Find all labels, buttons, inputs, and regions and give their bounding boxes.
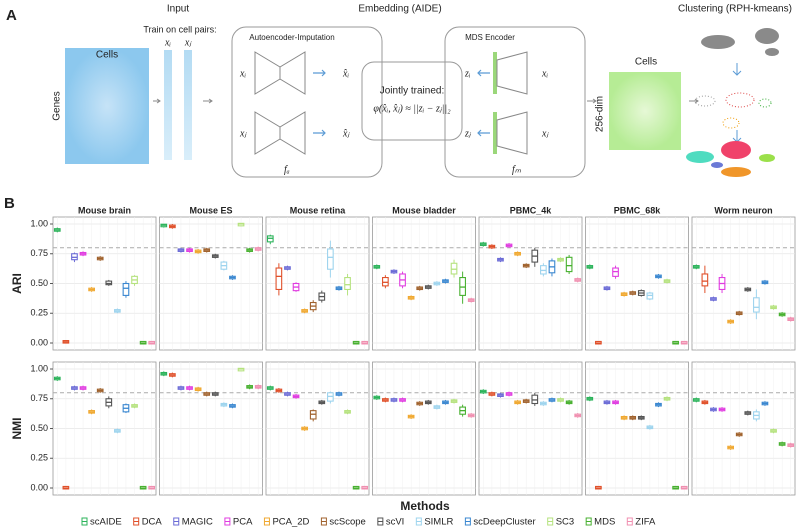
row-label: ARI <box>10 273 24 294</box>
autoencoder <box>254 111 306 155</box>
facet-title: Mouse brain <box>78 205 131 215</box>
legend-label: scAIDE <box>90 517 122 528</box>
input-title: Input <box>167 4 189 15</box>
facet-title: Worm neuron <box>714 205 772 215</box>
encoder <box>496 51 528 155</box>
cell-bar <box>164 50 172 160</box>
facet-title: Mouse retina <box>290 205 347 215</box>
panel-a: A Cells Genes Input Train on cell pairs:… <box>6 4 792 178</box>
embedding-matrix <box>609 72 681 150</box>
legend-label: scScope <box>329 517 365 528</box>
joint-box <box>361 61 463 141</box>
joint-title: Jointly trained: <box>380 86 444 97</box>
cells-label: Cells <box>96 50 118 61</box>
y-tick-label: 1.00 <box>30 363 48 373</box>
xi: xᵢ <box>239 68 246 79</box>
genes-label: Genes <box>52 91 63 120</box>
zj: zⱼ <box>464 128 472 139</box>
y-tick-label: 0.50 <box>30 423 48 433</box>
box <box>701 273 709 287</box>
panel-label: A <box>6 7 17 24</box>
xhj: x̂ⱼ <box>342 128 350 139</box>
autoencoder <box>254 51 306 95</box>
box <box>122 282 130 296</box>
box <box>344 276 351 290</box>
arrow <box>477 69 490 137</box>
legend-label: MAGIC <box>182 517 213 528</box>
facet-title: PBMC_4k <box>510 205 553 215</box>
xi: xᵢ <box>541 68 548 79</box>
cells-matrix <box>65 48 149 164</box>
arrow <box>587 98 597 104</box>
xi: xᵢ <box>164 37 171 48</box>
y-tick-label: 0.25 <box>30 453 48 463</box>
x-axis-title: Methods <box>400 499 450 513</box>
fm: fₘ <box>512 164 522 175</box>
zi: zᵢ <box>464 68 471 79</box>
cell-bar <box>184 50 192 160</box>
ae-title: Autoencoder-Imputation <box>249 33 334 42</box>
legend-label: SIMLR <box>424 517 453 528</box>
mds-title: MDS Encoder <box>465 33 515 42</box>
y-tick-label: 0.50 <box>30 278 48 288</box>
arrow <box>689 98 699 104</box>
box <box>275 267 283 290</box>
xj: xⱼ <box>184 37 192 48</box>
cells-label: Cells <box>635 57 657 68</box>
y-tick-label: 0.00 <box>30 337 48 347</box>
y-tick-label: 0.25 <box>30 308 48 318</box>
legend-label: MDS <box>594 517 615 528</box>
autoencoder-box <box>231 26 383 178</box>
y-tick-label: 0.00 <box>30 482 48 492</box>
embedding-title: Embedding (AIDE) <box>358 4 441 15</box>
embedding-bar <box>493 52 497 94</box>
legend-label: ZIFA <box>635 517 656 528</box>
row-label: NMI <box>10 418 24 440</box>
clustering-title: Clustering (RPH-kmeans) <box>678 4 792 15</box>
panel-b: Mouse brain Mouse ES Mouse retina Mouse bla… <box>10 205 796 528</box>
legend-label: scVI <box>386 517 404 528</box>
clusters <box>686 28 779 177</box>
facet-title: Mouse bladder <box>392 205 456 215</box>
arrow <box>203 98 213 104</box>
xhi: x̂ᵢ <box>342 68 349 79</box>
legend-label: PCA <box>233 517 253 528</box>
legend-label: scDeepCluster <box>473 517 535 528</box>
arrow <box>153 98 161 104</box>
box <box>753 297 760 313</box>
legend-label: PCA_2D <box>272 517 309 528</box>
mds-box <box>444 26 586 178</box>
arrow <box>313 69 326 137</box>
legend-label: SC3 <box>556 517 574 528</box>
dim-label: 256-dim <box>595 96 606 132</box>
facet-title: Mouse ES <box>189 205 232 215</box>
joint-formula: φ(x̂ᵢ, x̂ⱼ) ≈ ||zᵢ − zⱼ||₂ <box>373 103 451 114</box>
legend-label: DCA <box>142 517 163 528</box>
input-subtitle: Train on cell pairs: <box>143 24 216 34</box>
fa: fₐ <box>284 164 290 175</box>
embedding-bar <box>493 112 497 154</box>
y-tick-label: 0.75 <box>30 393 48 403</box>
xj: xⱼ <box>541 128 549 139</box>
y-tick-label: 1.00 <box>30 218 48 228</box>
facet-title: PBMC_68k <box>614 205 662 215</box>
panel-label: B <box>4 195 15 212</box>
y-tick-label: 0.75 <box>30 248 48 258</box>
box <box>327 248 334 270</box>
box <box>565 256 573 273</box>
xj: xⱼ <box>239 128 247 139</box>
